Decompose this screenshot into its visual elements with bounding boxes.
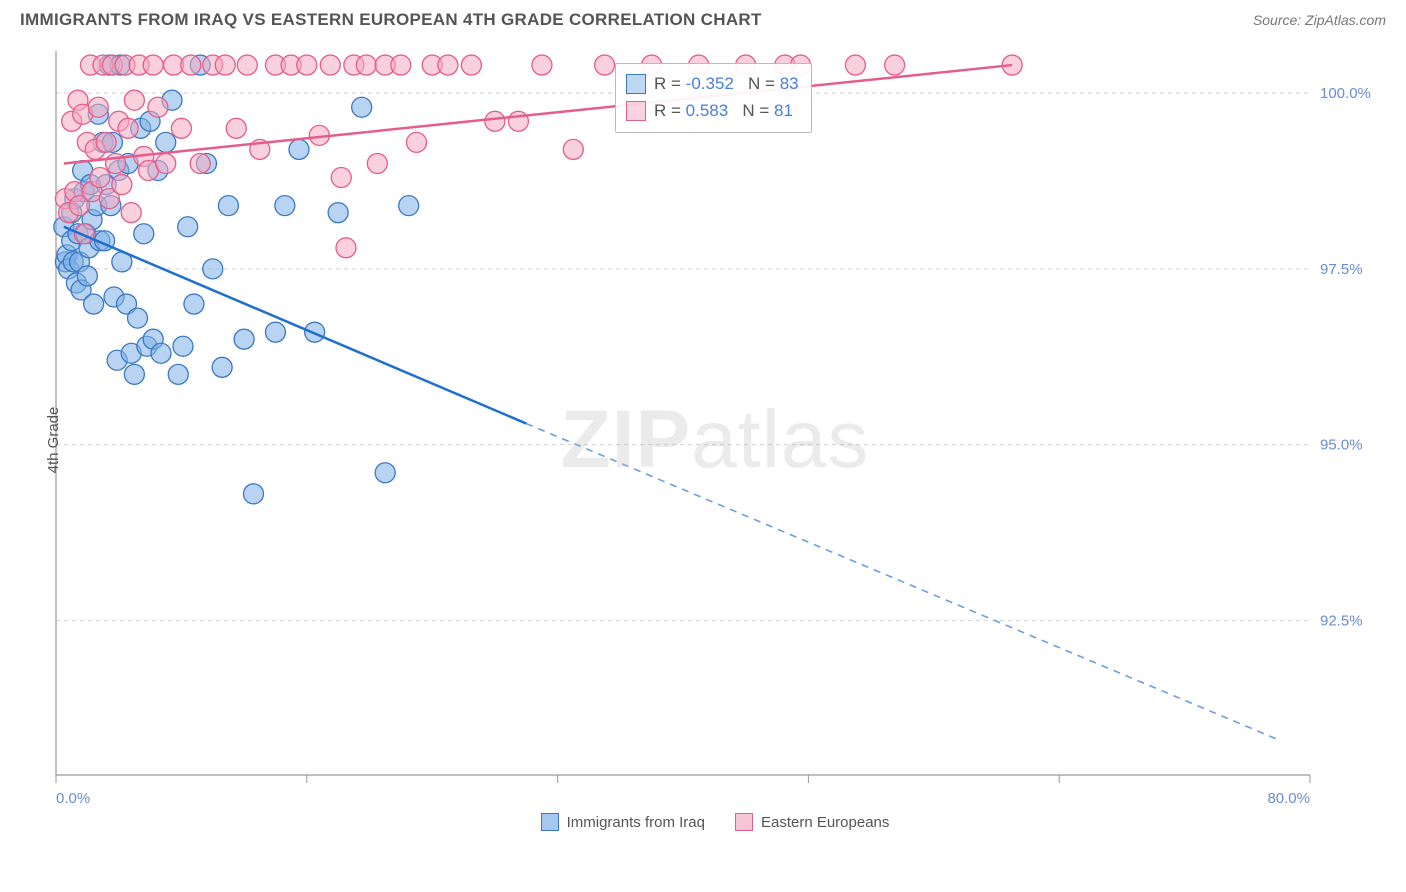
- data-point: [595, 55, 615, 75]
- data-point: [244, 484, 264, 504]
- chart-container: 4th Grade 100.0%97.5%95.0%92.5%0.0%80.0%…: [50, 45, 1380, 835]
- data-point: [203, 259, 223, 279]
- data-point: [265, 322, 285, 342]
- n-value: 83: [780, 74, 799, 93]
- data-point: [367, 153, 387, 173]
- y-tick-label: 100.0%: [1320, 85, 1371, 102]
- data-point: [178, 217, 198, 237]
- data-point: [438, 55, 458, 75]
- stats-row: R = -0.352 N = 83: [626, 70, 799, 97]
- data-point: [275, 196, 295, 216]
- legend-item: Eastern Europeans: [735, 813, 889, 831]
- data-point: [375, 463, 395, 483]
- data-point: [289, 139, 309, 159]
- legend-item: Immigrants from Iraq: [541, 813, 705, 831]
- data-point: [88, 97, 108, 117]
- source-label: Source: ZipAtlas.com: [1253, 12, 1386, 28]
- data-point: [356, 55, 376, 75]
- y-tick-label: 97.5%: [1320, 261, 1363, 278]
- data-point: [508, 111, 528, 131]
- legend-label: Eastern Europeans: [761, 814, 889, 831]
- data-point: [352, 97, 372, 117]
- r-value: -0.352: [686, 74, 734, 93]
- trend-line: [64, 65, 1012, 163]
- data-point: [90, 168, 110, 188]
- data-point: [112, 175, 132, 195]
- header: IMMIGRANTS FROM IRAQ VS EASTERN EUROPEAN…: [0, 0, 1406, 36]
- y-axis-label: 4th Grade: [45, 407, 62, 474]
- y-tick-label: 92.5%: [1320, 612, 1363, 629]
- data-point: [407, 132, 427, 152]
- data-point: [331, 168, 351, 188]
- data-point: [532, 55, 552, 75]
- data-point: [156, 153, 176, 173]
- data-point: [171, 118, 191, 138]
- data-point: [485, 111, 505, 131]
- data-point: [328, 203, 348, 223]
- r-value: 0.583: [686, 101, 729, 120]
- stats-row: R = 0.583 N = 81: [626, 97, 799, 124]
- data-point: [124, 90, 144, 110]
- n-value: 81: [774, 101, 793, 120]
- legend-swatch: [735, 813, 753, 831]
- data-point: [184, 294, 204, 314]
- data-point: [336, 238, 356, 258]
- x-tick-label: 0.0%: [56, 790, 90, 807]
- scatter-chart: 100.0% 97.5% 95.0% 92.5% 0.0% 80.0%: [50, 45, 1380, 835]
- data-point: [190, 153, 210, 173]
- data-point: [124, 364, 144, 384]
- y-tick-label: 95.0%: [1320, 437, 1363, 454]
- legend-swatch: [541, 813, 559, 831]
- data-point: [215, 55, 235, 75]
- data-point: [391, 55, 411, 75]
- data-point: [234, 329, 254, 349]
- legend-label: Immigrants from Iraq: [567, 814, 705, 831]
- data-point: [218, 196, 238, 216]
- legend-swatch: [626, 101, 646, 121]
- data-point: [96, 132, 116, 152]
- legend-swatch: [626, 74, 646, 94]
- data-point: [118, 118, 138, 138]
- data-point: [226, 118, 246, 138]
- data-point: [461, 55, 481, 75]
- data-point: [143, 55, 163, 75]
- data-point: [845, 55, 865, 75]
- page-title: IMMIGRANTS FROM IRAQ VS EASTERN EUROPEAN…: [20, 10, 762, 30]
- data-point: [84, 294, 104, 314]
- data-point: [168, 364, 188, 384]
- data-point: [297, 55, 317, 75]
- data-point: [320, 55, 340, 75]
- data-point: [212, 357, 232, 377]
- data-point: [77, 266, 97, 286]
- data-point: [148, 97, 168, 117]
- data-point: [237, 55, 257, 75]
- legend: Immigrants from Iraq Eastern Europeans: [50, 813, 1380, 831]
- data-point: [151, 343, 171, 363]
- data-point: [181, 55, 201, 75]
- data-point: [173, 336, 193, 356]
- data-point: [563, 139, 583, 159]
- data-point: [399, 196, 419, 216]
- trend-line-extrapolated: [526, 424, 1278, 740]
- data-point: [885, 55, 905, 75]
- data-point: [121, 203, 141, 223]
- x-tick-label: 80.0%: [1267, 790, 1310, 807]
- data-point: [128, 308, 148, 328]
- data-point: [134, 224, 154, 244]
- data-point: [156, 132, 176, 152]
- stats-box: R = -0.352 N = 83R = 0.583 N = 81: [615, 63, 812, 133]
